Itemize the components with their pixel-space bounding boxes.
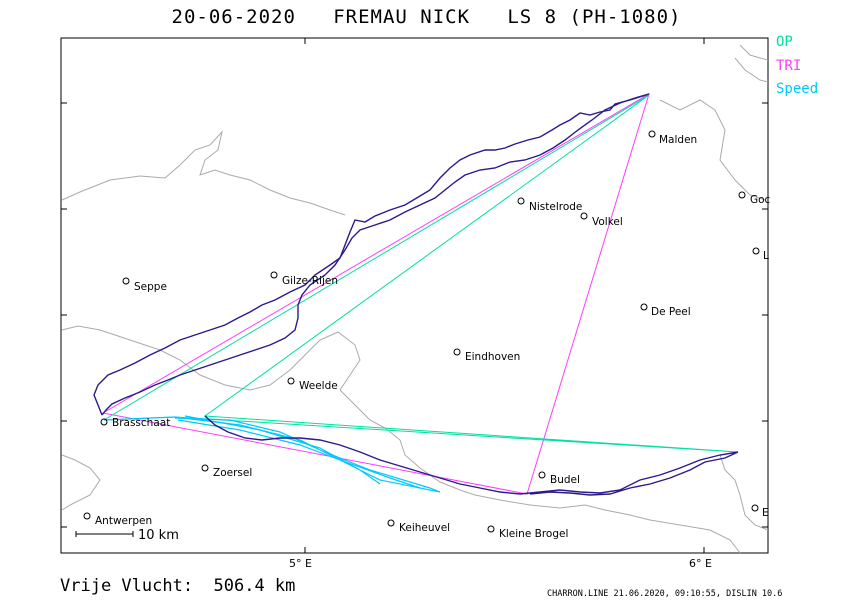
place-markers <box>83 130 760 533</box>
place-label-kleine-brogel: Kleine Brogel <box>499 528 568 540</box>
place-label-volkel: Volkel <box>592 216 623 228</box>
place-label-de-peel: De Peel <box>651 306 691 318</box>
coastlines <box>61 44 769 554</box>
place-label-l-town: L <box>763 250 769 262</box>
place-label-seppe: Seppe <box>134 281 167 293</box>
place-label-e-town: E <box>762 507 769 519</box>
place-label-eindhoven: Eindhoven <box>465 351 520 363</box>
axis-ticks <box>61 38 768 553</box>
place-label-keiheuvel: Keiheuvel <box>399 522 450 534</box>
place-label-brasschaat: Brasschaat <box>112 417 170 429</box>
free-flight-distance: Vrije Vlucht: 506.4 km <box>60 576 296 596</box>
scale-bar-label: 10 km <box>138 528 179 543</box>
axis-label-5e: 5° E <box>289 557 312 570</box>
place-label-malden: Malden <box>659 134 697 146</box>
axis-label-6e: 6° E <box>689 557 712 570</box>
place-label-weelde: Weelde <box>299 380 338 392</box>
legend-op: OP <box>776 34 793 50</box>
legend-speed: Speed <box>776 81 819 97</box>
tri-triangle <box>101 92 650 495</box>
map-title: 20-06-2020 FREMAU NICK LS 8 (PH-1080) <box>171 6 682 28</box>
place-label-antwerpen: Antwerpen <box>95 515 152 527</box>
place-label-nistelrode: Nistelrode <box>529 201 582 213</box>
flight-track <box>93 93 739 496</box>
legend-tri: TRI <box>776 58 802 74</box>
map-frame <box>60 37 769 554</box>
scale-bar <box>75 531 134 537</box>
place-label-budel: Budel <box>550 474 580 486</box>
place-label-goch: Goc <box>750 194 771 206</box>
place-label-zoersel: Zoersel <box>213 467 252 479</box>
footer-info: CHARRON.LINE 21.06.2020, 09:10:55, DISLI… <box>547 589 783 599</box>
speed-lines <box>103 415 441 493</box>
place-label-gilze-rijen: Gilze-Rijen <box>282 275 338 287</box>
